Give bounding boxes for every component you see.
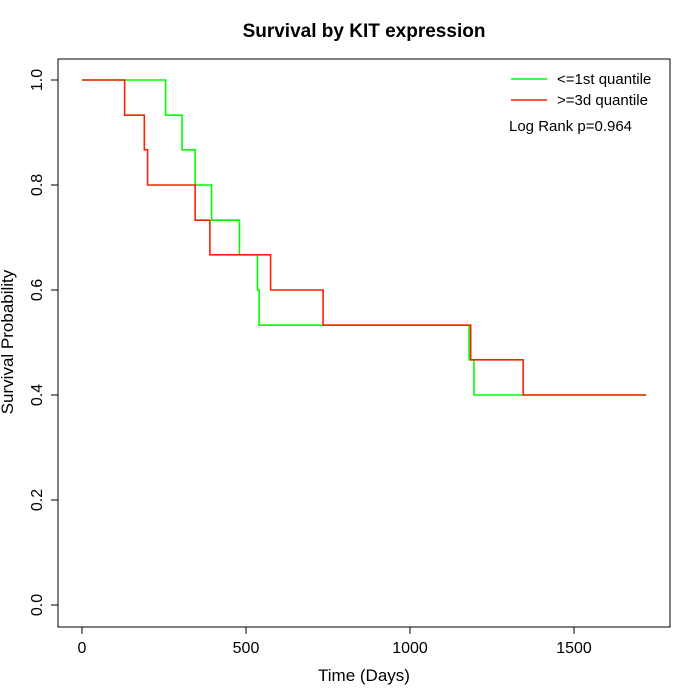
y-tick-label: 0.0 [29, 594, 46, 616]
y-axis-label: Survival Probability [0, 269, 17, 414]
y-axis: 0.0 0.2 0.4 0.6 0.8 1.0 [29, 69, 59, 616]
x-axis-label: Time (Days) [318, 666, 410, 685]
series-layer [82, 79, 647, 396]
y-tick-label: 1.0 [29, 69, 46, 91]
y-tick-label: 0.4 [29, 384, 46, 406]
plot-frame [57, 58, 671, 628]
y-tick-label: 0.8 [29, 174, 46, 196]
x-axis: 0 500 1000 1500 [78, 626, 592, 657]
survival-curve-high [82, 79, 647, 396]
x-tick-label: 1500 [556, 640, 592, 657]
survival-curve-low [82, 79, 647, 396]
chart-title: Survival by KIT expression [243, 21, 486, 42]
y-tick-label: 0.6 [29, 279, 46, 301]
legend: <=1st quantile >=3d quantile [511, 71, 651, 109]
y-tick-label: 0.2 [29, 489, 46, 511]
legend-label-high: >=3d quantile [557, 92, 648, 109]
log-rank-annotation: Log Rank p=0.964 [509, 118, 632, 135]
legend-label-low: <=1st quantile [557, 71, 651, 88]
x-tick-label: 0 [78, 640, 87, 657]
x-tick-label: 1000 [392, 640, 428, 657]
x-tick-label: 500 [233, 640, 260, 657]
